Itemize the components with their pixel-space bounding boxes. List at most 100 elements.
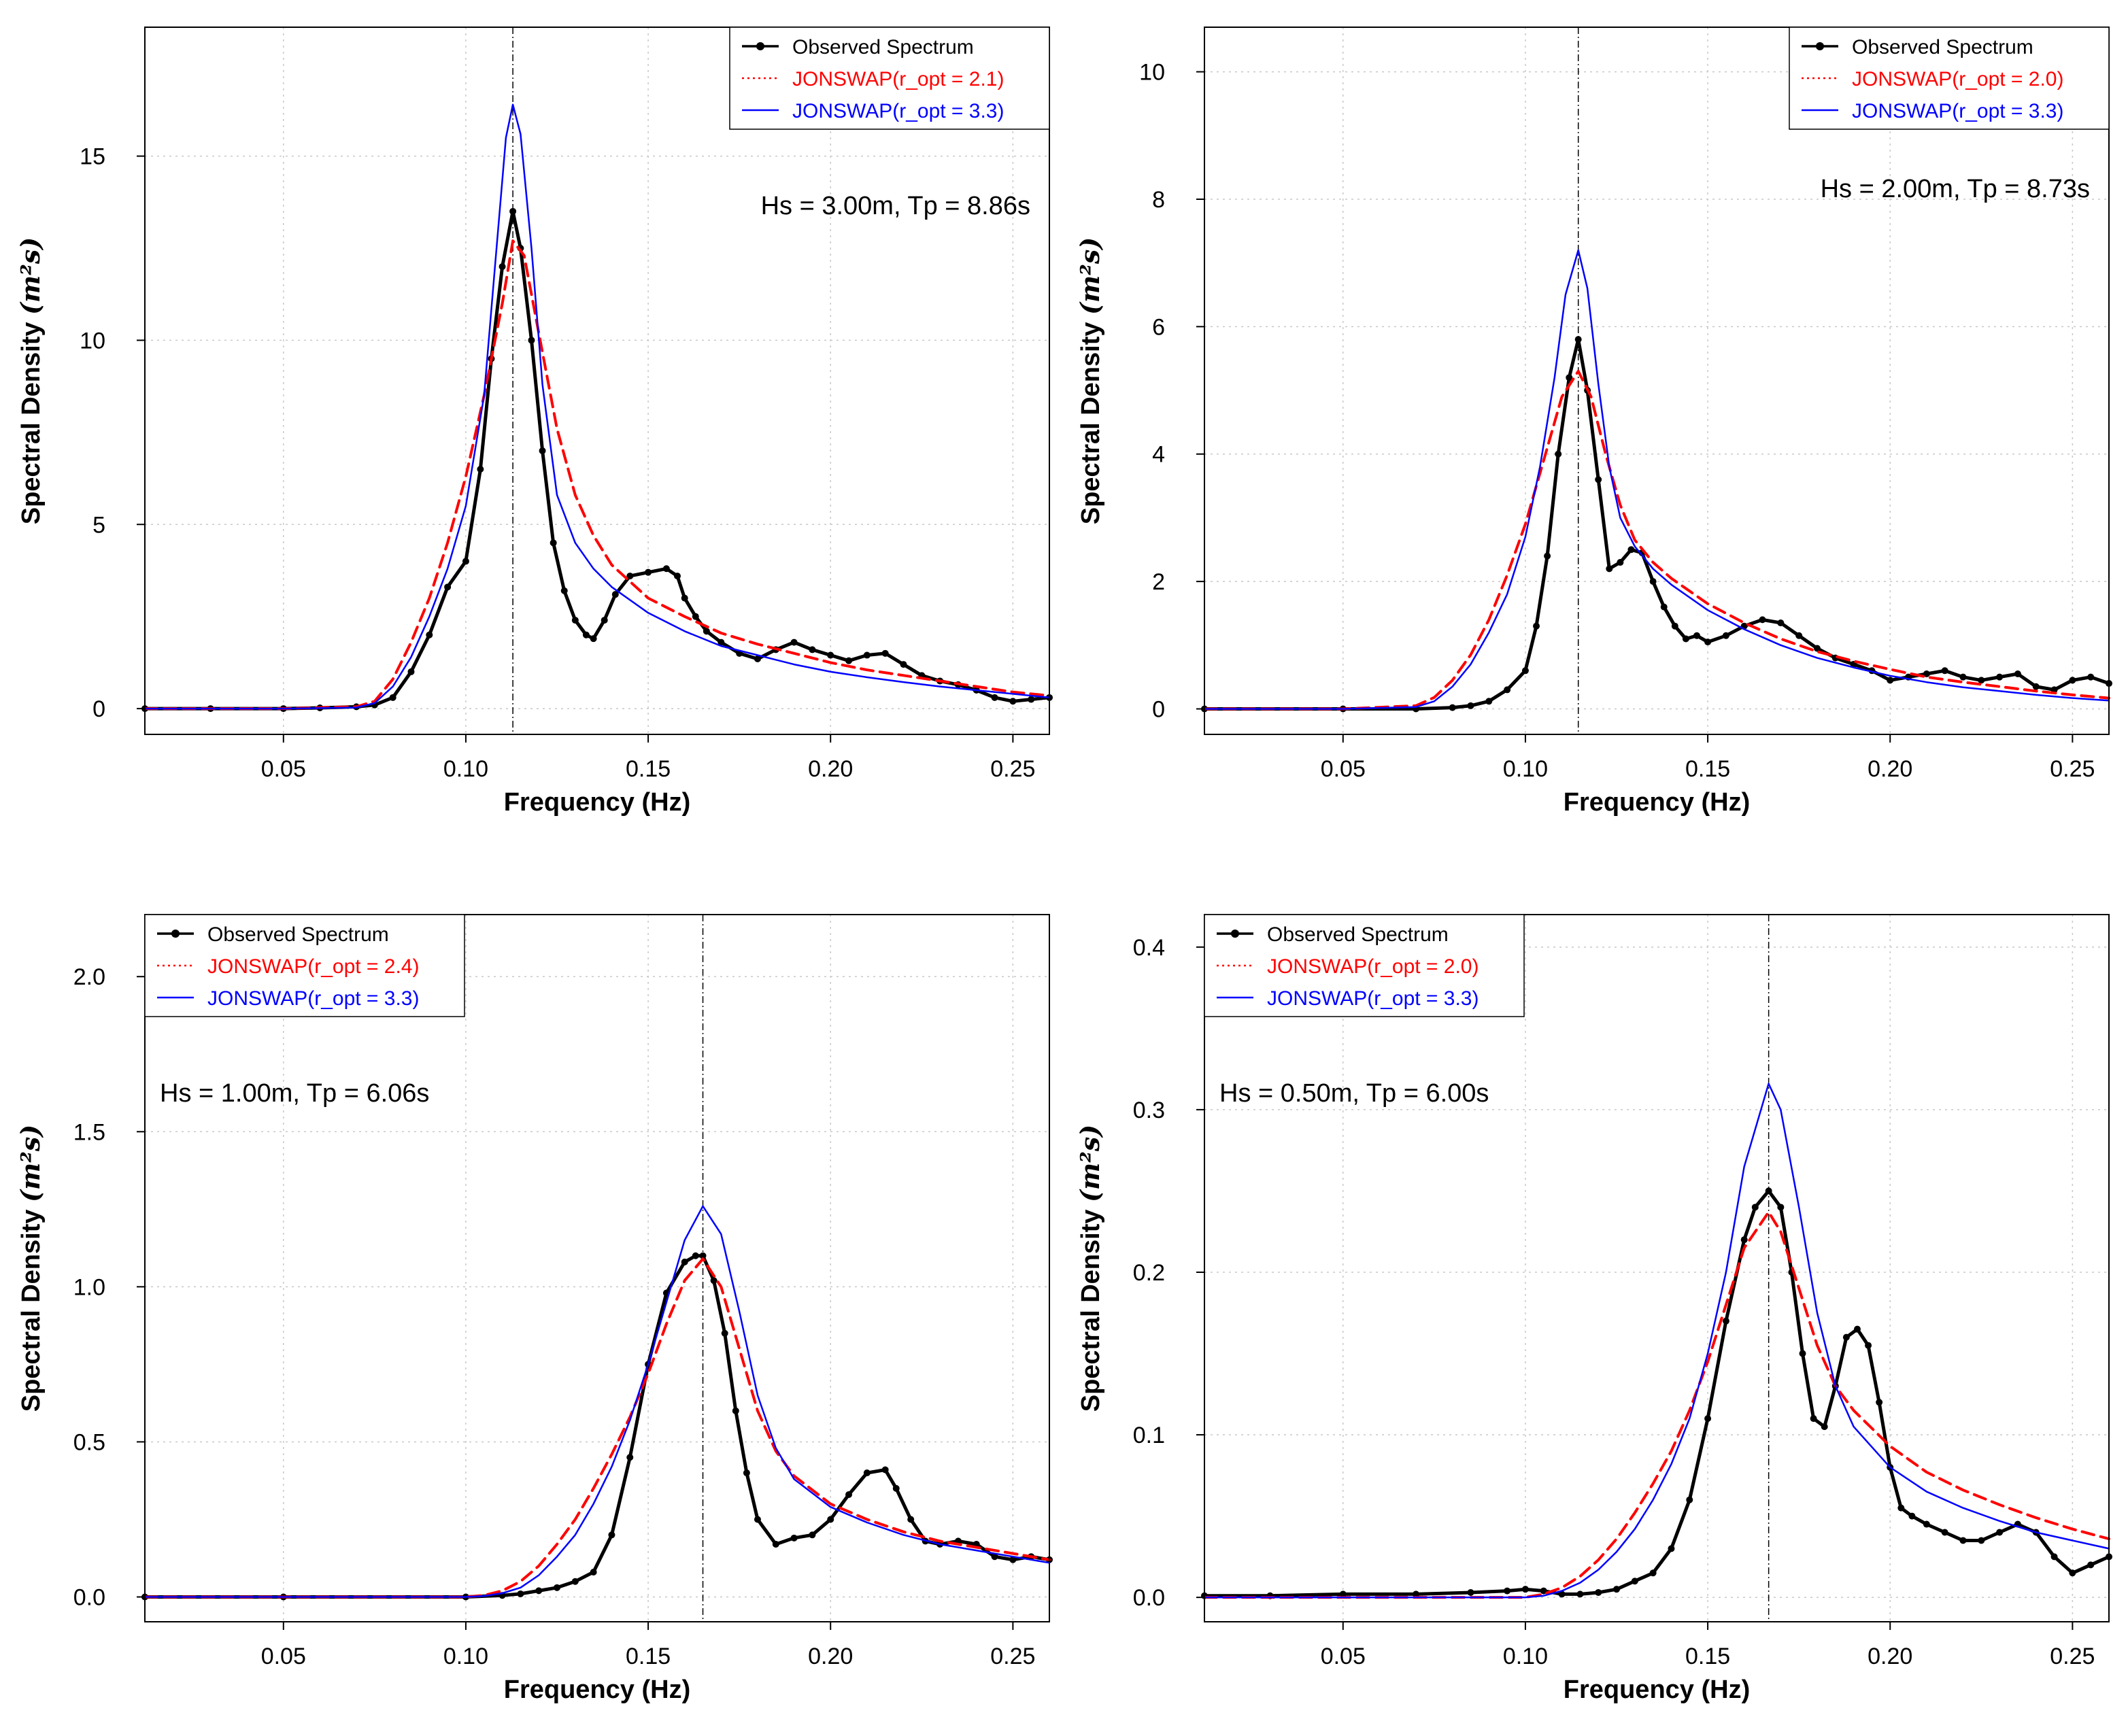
observed-point: [1777, 1204, 1785, 1211]
legend: Observed Spectrum JONSWAP(r_opt = 2.0) JON…: [1204, 914, 1525, 1017]
observed-point: [2069, 677, 2076, 684]
plot-frame: [1204, 27, 2110, 735]
legend-label: JONSWAP(r_opt = 3.3): [792, 100, 1004, 122]
legend-label: Observed Spectrum: [1852, 36, 2033, 58]
x-tick-label: 0.05: [1321, 1644, 1366, 1669]
observed-point: [743, 1469, 750, 1477]
y-axis-title-units: (m²s): [1075, 237, 1105, 315]
observed-point: [582, 631, 590, 639]
observed-point: [845, 657, 853, 664]
hs-tp-annotation: Hs = 0.50m, Tp = 6.00s: [1219, 1079, 1489, 1108]
observed-point: [1671, 622, 1678, 630]
observed-point: [754, 655, 761, 662]
x-tick-label: 0.10: [1503, 756, 1548, 782]
observed-point: [1660, 603, 1668, 611]
x-tick-label: 0.20: [808, 756, 853, 782]
x-tick-label: 0.25: [990, 1644, 1035, 1669]
x-axis-title: Frequency (Hz): [504, 788, 690, 817]
observed-point: [1467, 1588, 1474, 1596]
observed-point: [1668, 1545, 1675, 1552]
observed-point: [1693, 632, 1700, 639]
observed-point: [1978, 677, 1985, 684]
x-tick-label: 0.25: [2050, 1644, 2095, 1669]
y-axis-title: Spectral Density (m²s): [1075, 237, 1105, 525]
x-tick-label: 0.10: [443, 1644, 488, 1669]
observed-point: [550, 539, 557, 547]
observed-point: [1009, 698, 1017, 705]
y-axis-title-text: Spectral Density: [1077, 1202, 1105, 1412]
observed-point: [1978, 1537, 1985, 1544]
y-axis-title-text: Spectral Density: [17, 1202, 46, 1412]
observed-point: [1682, 635, 1689, 643]
y-tick-label: 10: [1139, 60, 1165, 86]
observed-point: [863, 651, 871, 659]
x-tick-label: 0.05: [1321, 756, 1366, 782]
observed-point: [1996, 1529, 2004, 1536]
observed-point: [2032, 683, 2040, 690]
observed-point: [611, 591, 619, 598]
hs-tp-annotation: Hs = 1.00m, Tp = 6.06s: [160, 1079, 429, 1108]
series-line-1: [1203, 1210, 2110, 1599]
observed-point: [539, 447, 546, 454]
observed-point: [1606, 565, 1613, 573]
y-tick-label: 0.1: [1133, 1423, 1165, 1448]
observed-point: [1595, 1588, 1602, 1596]
y-axis-title-units: (m²s): [15, 237, 46, 315]
observed-point: [809, 646, 816, 653]
hs-tp-annotation: Hs = 3.00m, Tp = 8.86s: [761, 192, 1030, 220]
observed-point: [1449, 704, 1456, 711]
observed-point: [571, 1578, 579, 1585]
observed-point: [1799, 1350, 1806, 1357]
x-tick-label: 0.20: [808, 1644, 853, 1669]
observed-point: [1339, 1590, 1347, 1598]
observed-point: [1865, 1342, 1872, 1349]
x-tick-label: 0.10: [443, 756, 488, 782]
observed-point: [809, 1531, 816, 1539]
observed-point: [1485, 698, 1493, 705]
observed-point: [1686, 1496, 1693, 1503]
observed-point: [1923, 1520, 1930, 1528]
observed-point: [1777, 619, 1785, 627]
series-line-2: [143, 1205, 1051, 1598]
legend-label: JONSWAP(r_opt = 3.3): [1852, 100, 2063, 122]
y-tick-label: 8: [1152, 187, 1165, 213]
legend-marker: [756, 42, 764, 50]
observed-point: [1759, 616, 1766, 624]
observed-point: [1959, 1537, 1967, 1544]
observed-point: [509, 207, 517, 215]
series-line-2: [143, 103, 1051, 710]
observed-point: [1028, 696, 1035, 703]
series-line-1: [143, 1257, 1051, 1599]
observed-point: [692, 1252, 699, 1259]
observed-point: [1574, 336, 1582, 343]
observed-point: [1908, 1512, 1916, 1520]
observed-point: [1617, 559, 1624, 566]
panel-top-right: 0.05 0.10 0.15 0.20 0.25 0 2 4 6 8 10 Frequency (Hz…: [1075, 27, 2112, 817]
observed-point: [827, 1516, 834, 1523]
y-tick-label: 0.2: [1133, 1260, 1165, 1286]
observed-point: [1795, 632, 1803, 639]
observed-point: [1627, 546, 1635, 554]
observed-point: [1941, 1529, 1948, 1536]
observed-point: [1941, 667, 1948, 675]
x-tick-label: 0.20: [1868, 756, 1912, 782]
observed-point: [991, 694, 998, 701]
panel-bottom-left: 0.05 0.10 0.15 0.20 0.25 0.0 0.5 1.0 1.5 2.0 Frequ…: [15, 914, 1053, 1704]
series-line-2: [1203, 249, 2110, 710]
observed-point: [554, 1584, 561, 1591]
x-tick-label: 0.05: [261, 1644, 306, 1669]
observed-point: [477, 466, 484, 473]
legend-marker: [171, 930, 180, 938]
y-tick-label: 10: [80, 328, 105, 354]
observed-point: [1853, 1325, 1861, 1333]
observed-point: [2050, 1553, 2058, 1561]
observed-point: [1555, 450, 1562, 458]
observed-point: [662, 565, 670, 573]
plot-frame: [1204, 914, 2110, 1622]
observed-point: [626, 573, 634, 580]
observed-point: [1813, 645, 1821, 652]
observed-point: [444, 583, 452, 591]
observed-point: [1722, 1317, 1729, 1325]
observed-point: [1751, 1204, 1759, 1211]
observed-point: [900, 661, 907, 668]
